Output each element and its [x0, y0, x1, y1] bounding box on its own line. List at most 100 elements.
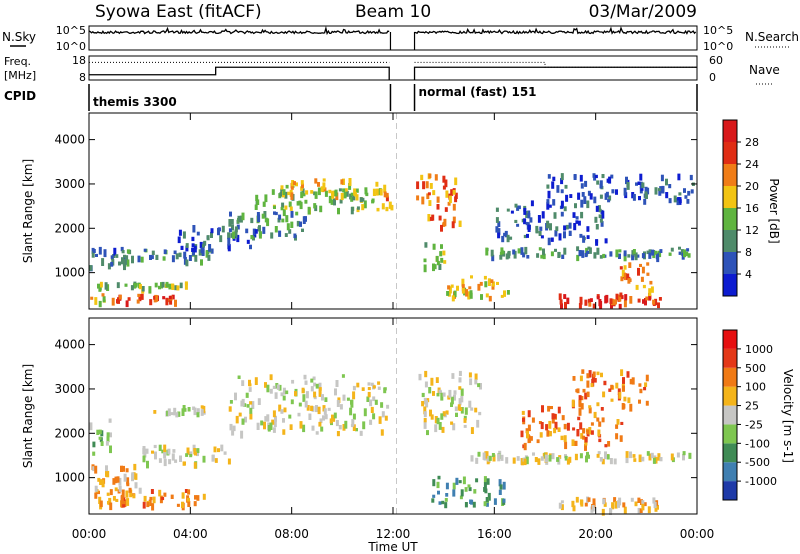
echo-cell — [440, 413, 444, 420]
echo-cell — [538, 421, 542, 425]
echo-cell — [182, 231, 186, 239]
echo-cell — [454, 406, 458, 412]
echo-cell — [547, 174, 551, 179]
date-title: 03/Mar/2009 — [589, 2, 697, 22]
echo-cell — [503, 290, 506, 297]
echo-cell — [171, 294, 175, 300]
echo-cell — [386, 404, 390, 409]
echo-cell — [106, 436, 110, 443]
echo-cell — [286, 223, 290, 231]
echo-cell — [317, 187, 321, 196]
frequency-panel-frame — [88, 55, 698, 81]
echo-cell — [565, 224, 569, 230]
echo-cell — [503, 232, 507, 237]
echo-cell — [460, 388, 464, 396]
echo-cell — [163, 249, 167, 254]
echo-cell — [143, 495, 147, 502]
echo-cell — [525, 221, 529, 226]
echo-cell — [310, 405, 314, 411]
echo-cell — [472, 501, 476, 508]
echo-cell — [563, 206, 567, 212]
echo-cell — [477, 383, 481, 388]
echo-cell — [632, 249, 636, 254]
echo-cell — [272, 385, 276, 389]
echo-cell — [143, 248, 147, 252]
echo-cell — [307, 206, 311, 215]
echo-cell — [639, 388, 643, 394]
echo-cell — [498, 450, 502, 455]
echo-cell — [279, 192, 283, 197]
echo-cell — [623, 300, 627, 308]
echo-cell — [424, 242, 428, 248]
echo-cell — [477, 451, 481, 457]
echo-cell — [149, 496, 153, 501]
echo-cell — [574, 440, 578, 446]
echo-cell — [469, 292, 473, 299]
echo-cell — [291, 180, 295, 187]
echo-cell — [92, 249, 96, 253]
echo-cell — [361, 387, 365, 391]
echo-cell — [191, 243, 195, 248]
echo-cell — [328, 195, 332, 204]
beam-title: Beam 10 — [355, 2, 431, 22]
echo-cell — [239, 215, 243, 223]
echo-cell — [379, 188, 383, 196]
echo-cell — [444, 498, 448, 502]
echo-cell — [141, 286, 145, 292]
echo-cell — [432, 263, 435, 272]
echo-cell — [105, 470, 108, 477]
echo-cell — [678, 192, 682, 196]
echo-cell — [491, 453, 495, 457]
echo-cell — [564, 301, 567, 309]
echo-cell — [619, 435, 623, 442]
y-tick-label: 1000 — [54, 471, 85, 485]
time-tick-label: 00:00 — [72, 527, 107, 541]
velocity-y-ticks: 1000 2000 3000 4000 — [54, 338, 697, 485]
echo-cell — [453, 290, 457, 298]
echo-cell — [552, 199, 556, 206]
echo-cell — [572, 505, 576, 512]
echo-cell — [479, 281, 483, 286]
echo-cell — [541, 405, 544, 413]
echo-cell — [200, 259, 203, 266]
echo-cell — [285, 184, 289, 189]
echo-cell — [123, 473, 127, 482]
echo-cell — [483, 476, 487, 483]
echo-cell — [290, 184, 294, 190]
echo-cell — [207, 254, 211, 261]
echo-cell — [113, 247, 117, 256]
power-panel: 1000 2000 3000 4000 Slant Range [km] 28 24 20… — [21, 112, 781, 310]
echo-cell — [442, 175, 446, 183]
echo-cell — [131, 255, 134, 264]
echo-cell — [263, 421, 266, 430]
echo-cell — [390, 204, 394, 211]
echo-cell — [582, 435, 586, 440]
echo-cell — [340, 192, 344, 201]
echo-cell — [370, 382, 374, 386]
echo-cell — [228, 406, 232, 412]
echo-cell — [334, 189, 338, 197]
echo-cell — [677, 197, 681, 201]
echo-cell — [254, 204, 258, 210]
echo-cell — [252, 228, 256, 236]
echo-cell — [595, 224, 599, 230]
echo-cell — [273, 211, 276, 215]
echo-cell — [572, 212, 576, 218]
echo-cell — [271, 189, 275, 195]
echo-cell — [546, 184, 550, 189]
power-y-axis-label: Slant Range [km] — [21, 159, 35, 263]
echo-cell — [118, 485, 122, 492]
echo-cell — [547, 237, 551, 246]
echo-cell — [282, 387, 286, 395]
nave-right-tick-high: 60 — [709, 54, 723, 67]
echo-cell — [416, 181, 420, 190]
echo-cell — [280, 185, 284, 190]
echo-cell — [660, 174, 664, 182]
echo-cell — [260, 420, 264, 426]
echo-cell — [310, 190, 314, 194]
echo-cell — [137, 293, 141, 297]
echo-cell — [551, 416, 555, 424]
echo-cell — [318, 387, 322, 391]
echo-cell — [105, 441, 109, 446]
echo-cell — [362, 421, 366, 430]
